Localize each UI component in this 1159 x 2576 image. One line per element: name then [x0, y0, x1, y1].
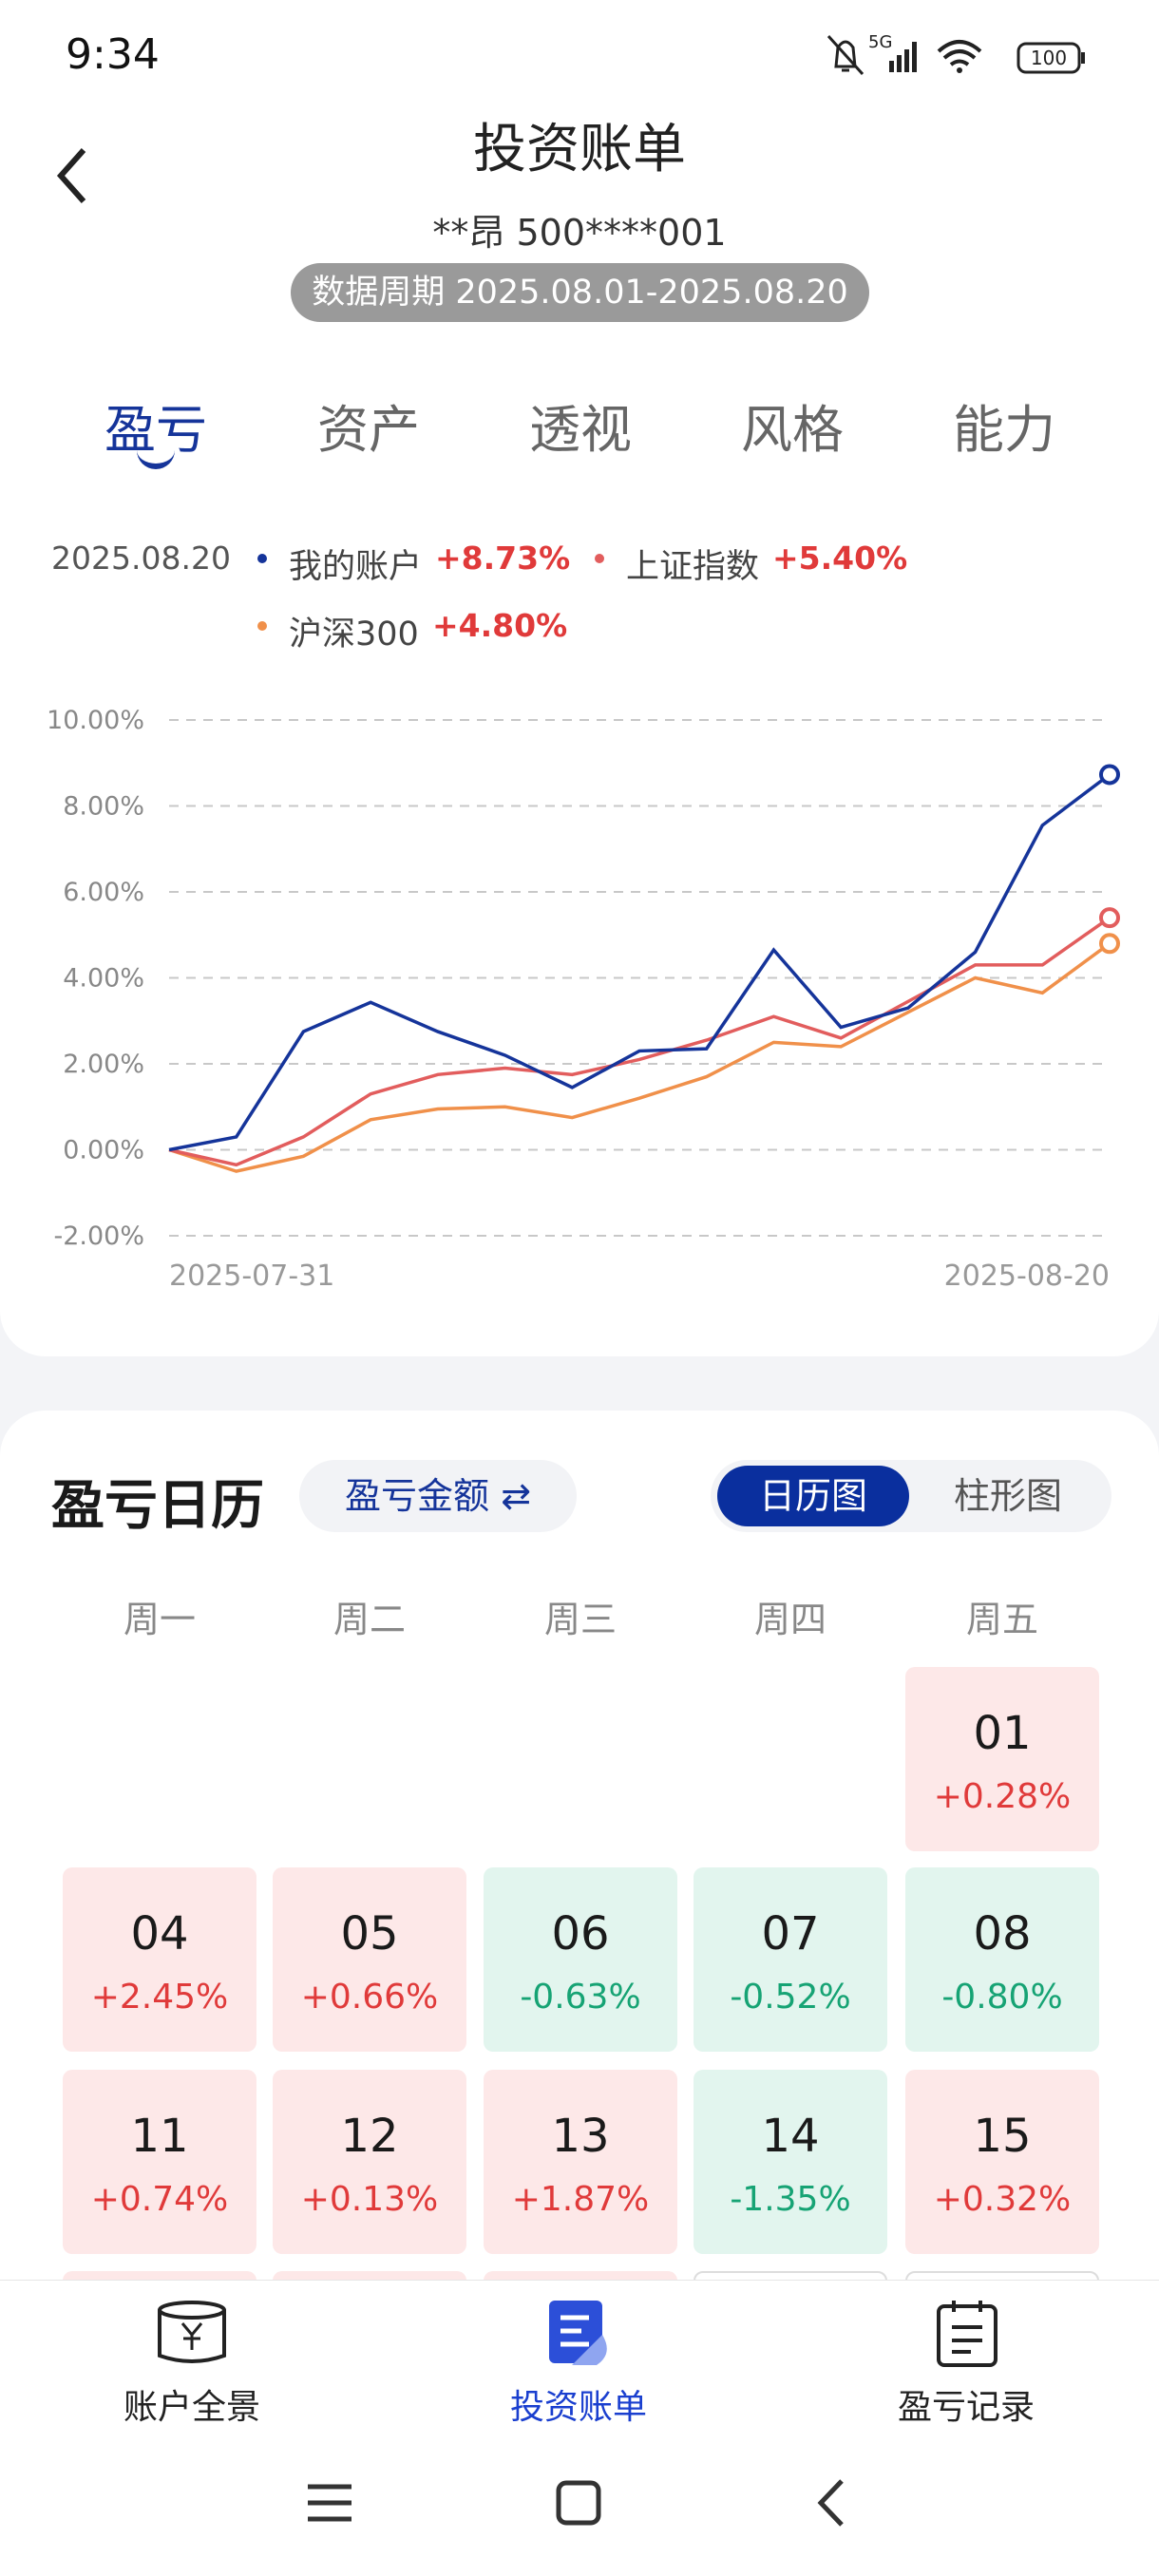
legend-value: +5.40%: [772, 540, 908, 577]
view-option[interactable]: 日历图: [717, 1466, 909, 1526]
nav-icon: [549, 2301, 607, 2365]
back-button[interactable]: [49, 142, 95, 209]
day-change: -0.63%: [520, 1978, 641, 2017]
page-title: 投资账单: [473, 119, 686, 180]
day-change: -0.80%: [941, 1978, 1063, 2017]
day-cell[interactable]: 07 -0.52%: [694, 1867, 887, 2052]
day-change: +0.28%: [933, 1777, 1072, 1816]
mode-switch[interactable]: 盈亏金额 ⇄: [299, 1460, 577, 1532]
legend-dot: [257, 621, 267, 631]
system-nav: [308, 2479, 844, 2527]
day-number: 04: [130, 1907, 189, 1960]
account: **昂 500****001: [432, 212, 727, 254]
day-number: 14: [761, 2110, 820, 2163]
day-number: 11: [130, 2110, 189, 2163]
weekday: 周三: [543, 1599, 617, 1640]
weekday: 周五: [965, 1599, 1038, 1640]
day-number: 15: [973, 2110, 1032, 2163]
day-change: +0.13%: [300, 2180, 439, 2219]
network: 5G: [868, 32, 892, 52]
day-number: 12: [340, 2110, 399, 2163]
y-tick-label: 10.00%: [47, 706, 144, 735]
y-tick-label: -2.00%: [53, 1222, 144, 1251]
day-change: +0.74%: [90, 2180, 229, 2219]
status-icons: 5G 100: [826, 32, 1085, 76]
chart-date: 2025.08.20: [51, 540, 231, 577]
weekday: 周四: [753, 1599, 826, 1640]
nav-icon: [158, 2301, 226, 2363]
day-change: +2.45%: [90, 1978, 229, 2017]
day-cell[interactable]: 11 +0.74%: [63, 2070, 256, 2254]
day-change: +0.66%: [300, 1978, 439, 2017]
y-tick-label: 2.00%: [63, 1050, 144, 1079]
day-cell[interactable]: 01 +0.28%: [905, 1667, 1099, 1851]
legend-name: 沪深300: [289, 616, 419, 653]
day-cell[interactable]: 15 +0.32%: [905, 2070, 1099, 2254]
y-tick-label: 4.00%: [63, 964, 144, 994]
legend-dot: [257, 554, 267, 563]
y-tick-label: 0.00%: [63, 1136, 144, 1165]
chart: -2.00% 0.00% 2.00% 4.00% 6.00% 8.00% 10.00% 202…: [47, 706, 1120, 1293]
view-option[interactable]: 柱形图: [953, 1475, 1062, 1517]
calendar-title: 盈亏日历: [51, 1475, 264, 1537]
day-cell[interactable]: 06 -0.63%: [484, 1867, 677, 2052]
end-marker: [1099, 907, 1120, 929]
period-pill: 数据周期 2025.08.01-2025.08.20: [291, 263, 869, 322]
day-number: 08: [973, 1907, 1032, 1960]
day-number: 05: [340, 1907, 399, 1960]
day-number: 01: [973, 1707, 1032, 1760]
nav-label[interactable]: 账户全景: [123, 2388, 260, 2427]
tab[interactable]: 资产: [317, 400, 420, 460]
end-marker: [1099, 933, 1120, 955]
nav-icon: [937, 2301, 998, 2367]
legend-name: 我的账户: [289, 548, 423, 586]
top-card: [0, 0, 1159, 1356]
tab[interactable]: 风格: [741, 400, 844, 460]
series-line: [168, 916, 1112, 1167]
nav-label[interactable]: 投资账单: [509, 2388, 647, 2427]
x-tick-label: 2025-07-31: [169, 1260, 334, 1293]
day-change: +1.87%: [511, 2180, 650, 2219]
y-tick-label: 8.00%: [63, 792, 144, 822]
weekday: 周二: [332, 1599, 406, 1640]
legend-name: 上证指数: [626, 548, 760, 586]
legend-dot: [595, 554, 604, 563]
day-cell[interactable]: 12 +0.13%: [273, 2070, 466, 2254]
end-marker: [1099, 764, 1120, 786]
x-tick-label: 2025-08-20: [944, 1260, 1110, 1293]
battery: 100: [1031, 47, 1067, 69]
series-line: [168, 941, 1112, 1173]
y-tick-label: 6.00%: [63, 878, 144, 907]
day-number: 13: [551, 2110, 610, 2163]
nav-label[interactable]: 盈亏记录: [897, 2388, 1035, 2427]
weekday: 周一: [123, 1599, 196, 1640]
day-number: 07: [761, 1907, 820, 1960]
tab-indicator: [137, 446, 175, 469]
tab[interactable]: 透视: [529, 400, 632, 460]
day-number: 06: [551, 1907, 610, 1960]
tab[interactable]: 能力: [953, 400, 1055, 460]
day-cell[interactable]: 14 -1.35%: [694, 2070, 887, 2254]
day-cell[interactable]: 13 +1.87%: [484, 2070, 677, 2254]
legend-value: +8.73%: [435, 540, 571, 577]
series-line: [168, 773, 1112, 1152]
day-cell[interactable]: 04 +2.45%: [63, 1867, 256, 2052]
day-change: -1.35%: [730, 2180, 851, 2219]
day-cell[interactable]: 08 -0.80%: [905, 1867, 1099, 2052]
day-cell[interactable]: 05 +0.66%: [273, 1867, 466, 2052]
day-change: -0.52%: [730, 1978, 851, 2017]
day-change: +0.32%: [933, 2180, 1072, 2219]
legend-value: +4.80%: [432, 607, 568, 644]
status-time: 9:34: [66, 30, 160, 79]
